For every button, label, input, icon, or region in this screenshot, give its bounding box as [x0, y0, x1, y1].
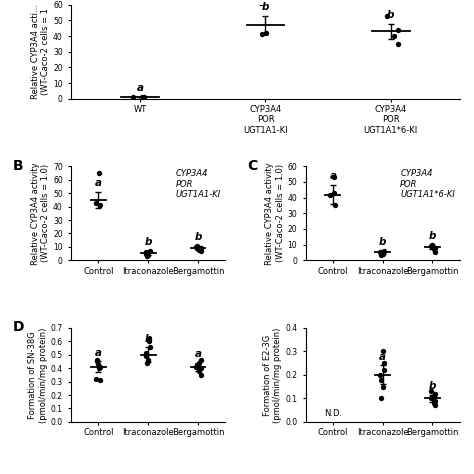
Point — [431, 249, 439, 256]
Point — [390, 32, 398, 40]
Point — [197, 371, 204, 379]
Point — [143, 250, 150, 257]
Point — [143, 359, 151, 366]
Text: a: a — [194, 349, 201, 359]
Point — [142, 248, 149, 256]
Point — [379, 383, 387, 391]
Point — [430, 246, 438, 253]
Point — [145, 356, 152, 364]
Point — [193, 242, 201, 249]
Point — [258, 31, 266, 38]
Y-axis label: Relative CYP3A4 activity
(WT-Caco-2 cells = 1.0): Relative CYP3A4 activity (WT-Caco-2 cell… — [31, 162, 50, 264]
Text: b: b — [387, 10, 394, 20]
Text: D: D — [12, 320, 24, 334]
Point — [394, 40, 401, 48]
Point — [432, 244, 439, 252]
Text: C: C — [247, 159, 257, 173]
Point — [92, 199, 100, 206]
Text: CYP3A4
POR
UGT1A1*6-KI: CYP3A4 POR UGT1A1*6-KI — [400, 169, 455, 199]
Point — [138, 93, 146, 100]
Point — [330, 173, 338, 181]
Text: b: b — [262, 2, 269, 12]
Y-axis label: Formation of SN-38G
(pmol/min/mg protein): Formation of SN-38G (pmol/min/mg protein… — [28, 327, 48, 423]
Point — [197, 365, 205, 372]
Y-axis label: Relative CYP3A4 activity
(WT-Caco-2 cells = 1.0): Relative CYP3A4 activity (WT-Caco-2 cell… — [265, 162, 285, 264]
Text: a: a — [95, 348, 102, 358]
Y-axis label: Formation of E2-3G
(pmol/min/mg protein): Formation of E2-3G (pmol/min/mg protein) — [263, 327, 283, 423]
Point — [262, 29, 270, 36]
Point — [142, 350, 149, 357]
Point — [376, 371, 384, 379]
Point — [376, 248, 384, 255]
Point — [95, 365, 103, 372]
Point — [197, 356, 205, 364]
Point — [93, 356, 100, 364]
Text: b: b — [379, 237, 386, 247]
Point — [394, 26, 402, 34]
Point — [381, 366, 388, 374]
Point — [427, 394, 435, 402]
Point — [192, 243, 200, 251]
Text: N.D.: N.D. — [324, 409, 342, 418]
Point — [430, 392, 438, 400]
Point — [143, 252, 151, 259]
Text: b: b — [428, 381, 436, 391]
Point — [95, 360, 102, 368]
Y-axis label: Relative CYP3A4 acti...
(WT-Caco-2 cells = 1: Relative CYP3A4 acti... (WT-Caco-2 cells… — [31, 4, 50, 99]
Point — [195, 246, 203, 253]
Point — [383, 12, 391, 19]
Point — [146, 343, 154, 350]
Point — [428, 388, 435, 395]
Point — [331, 201, 338, 209]
Point — [145, 335, 153, 342]
Point — [377, 249, 384, 256]
Point — [430, 399, 438, 407]
Point — [140, 94, 148, 101]
Point — [197, 247, 204, 255]
Text: a: a — [329, 172, 337, 182]
Point — [146, 337, 153, 345]
Text: CYP3A4
POR
UGT1A1-KI: CYP3A4 POR UGT1A1-KI — [175, 169, 221, 199]
Point — [378, 394, 385, 402]
Text: B: B — [12, 159, 23, 173]
Point — [427, 242, 435, 250]
Point — [377, 376, 384, 383]
Point — [326, 191, 334, 198]
Point — [330, 189, 337, 197]
Text: b: b — [145, 334, 152, 344]
Point — [145, 251, 152, 259]
Point — [428, 394, 436, 402]
Point — [93, 358, 100, 365]
Text: b: b — [145, 237, 152, 247]
Point — [95, 169, 103, 177]
Point — [432, 397, 439, 404]
Point — [431, 401, 439, 409]
Point — [432, 390, 439, 398]
Text: a: a — [137, 83, 144, 93]
Point — [379, 250, 387, 258]
Point — [92, 375, 100, 383]
Point — [380, 347, 387, 355]
Point — [380, 359, 387, 367]
Point — [197, 245, 205, 252]
Point — [196, 359, 203, 366]
Point — [378, 251, 385, 259]
Point — [96, 363, 104, 371]
Point — [146, 247, 154, 255]
Point — [195, 367, 203, 374]
Point — [257, 0, 264, 7]
Text: b: b — [194, 232, 201, 242]
Point — [143, 352, 150, 360]
Text: a: a — [95, 178, 102, 188]
Point — [96, 201, 104, 209]
Point — [192, 363, 200, 371]
Text: b: b — [428, 231, 436, 241]
Point — [129, 93, 137, 101]
Point — [428, 241, 436, 248]
Point — [381, 247, 388, 255]
Text: a: a — [379, 352, 386, 362]
Point — [96, 376, 104, 384]
Point — [193, 362, 201, 369]
